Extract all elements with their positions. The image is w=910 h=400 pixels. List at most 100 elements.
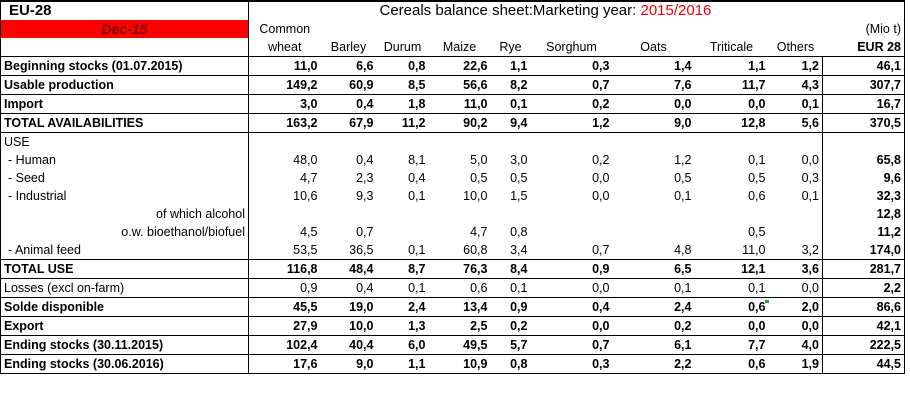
table-cell [249, 205, 321, 223]
table-cell [428, 132, 491, 151]
table-cell: 40,4 [320, 335, 377, 355]
row-label: of which alcohol [0, 205, 249, 223]
table-cell: 0,4 [320, 94, 377, 114]
table-cell: 0,2 [530, 94, 613, 114]
table-cell: 0,1 [694, 278, 769, 298]
table-cell: 0,3 [801, 171, 819, 185]
table-cell: 11,2 [822, 223, 905, 241]
table-cell: 0,2 [592, 153, 610, 167]
table-row: TOTAL USE 116,8 48,4 8,7 76,3 8,4 0,9 6,5 12,1 3,… [0, 259, 905, 279]
table-cell [613, 205, 695, 223]
table-cell: 60,8 [463, 243, 488, 257]
table-cell: 1,2 [674, 153, 692, 167]
table-cell: 0,1 [612, 278, 695, 298]
table-cell [768, 132, 823, 151]
title-text: Cereals balance sheet:Marketing year: [379, 2, 637, 19]
table-cell: 5,7 [490, 335, 531, 355]
table-row: Ending stocks (30.06.2016) 17,6 9,0 1,1 10,9… [0, 354, 905, 374]
table-row: o.w. bioethanol/biofuel 4,5 0,7 4,7 0,8 0,5 11… [0, 223, 905, 241]
table-cell: 9,4 [490, 113, 531, 133]
table-cell: 8,7 [376, 259, 429, 279]
table-row: Usable production 149,2 60,9 8,5 56,6 8,2 0,7 7… [0, 75, 905, 95]
table-row: - Human 48,0 0,4 8,1 5,0 3,0 0,2 1,2 0,1 0,0 65,8 [0, 151, 905, 169]
table-cell: 3,2 [801, 243, 819, 257]
table-cell: 9,0 [612, 113, 695, 133]
table-cell: 0,3 [530, 354, 613, 374]
table-cell: 11,2 [376, 113, 429, 133]
table-cell: 10,9 [428, 354, 491, 374]
table-cell: 0,0 [530, 316, 613, 336]
table-cell: 0,0 [801, 153, 819, 167]
table-cell: 6,6 [320, 56, 377, 76]
column-header-2: Durum [383, 40, 422, 54]
table-cell [320, 132, 377, 151]
table-cell: 0,0 [592, 189, 610, 203]
table-cell: 0,7 [356, 225, 374, 239]
table-row: of which alcohol 12,8 [0, 205, 905, 223]
row-label: Export [0, 316, 249, 336]
table-cell: 19,0 [320, 297, 377, 317]
table-cell: 67,9 [320, 113, 377, 133]
table-cell: 0,1 [801, 189, 819, 203]
table-cell: 0,1 [490, 94, 531, 114]
table-cell: 17,6 [248, 354, 321, 374]
table-cell: 44,5 [822, 354, 905, 374]
table-cell: 56,6 [428, 75, 491, 95]
table-cell: 0,5 [748, 171, 766, 185]
table-cell: 3,0 [510, 153, 528, 167]
table-cell: 1,5 [510, 189, 528, 203]
table-cell: 0,2 [490, 316, 531, 336]
table-cell: 0,4 [408, 171, 426, 185]
table-cell [530, 132, 613, 151]
table-cell: 1,4 [612, 56, 695, 76]
row-label: Usable production [0, 75, 249, 95]
table-cell: 0,0 [694, 94, 769, 114]
table-cell: 0,9 [530, 259, 613, 279]
table-cell: 1,8 [376, 94, 429, 114]
table-cell [490, 132, 531, 151]
table-row: Import 3,0 0,4 1,8 11,0 0,1 0,2 0,0 0,0 0,1 16,7 [0, 94, 905, 114]
table-row: TOTAL AVAILABILITIES 163,2 67,9 11,2 90,2 9,4… [0, 113, 905, 133]
table-cell: 8,4 [490, 259, 531, 279]
table-row: Losses (excl on-farm) 0,9 0,4 0,1 0,6 0,1 0,0 0… [0, 278, 905, 298]
table-cell: 12,8 [822, 205, 905, 223]
table-cell: 12,1 [694, 259, 769, 279]
table-cell: 36,5 [349, 243, 374, 257]
table-cell: 0,1 [768, 94, 823, 114]
table-cell [321, 205, 377, 223]
table-cell: 0,9 [248, 278, 321, 298]
row-label: - Human [0, 151, 249, 169]
table-cell [491, 205, 531, 223]
table-cell: 22,6 [428, 56, 491, 76]
table-cell: 0,5 [674, 171, 692, 185]
table-row: USE [0, 132, 905, 151]
table-cell: 1,3 [376, 316, 429, 336]
table-cell: 5,0 [470, 153, 488, 167]
table-cell: 10,0 [320, 316, 377, 336]
table-cell: 4,3 [768, 75, 823, 95]
header-row-1: Dec-15 Common (Mio t) [0, 20, 905, 38]
row-label: Losses (excl on-farm) [0, 278, 249, 298]
table-cell: 0,0 [694, 316, 769, 336]
table-cell: 3,6 [768, 259, 823, 279]
table-cell: 2,3 [356, 171, 374, 185]
table-cell: 0,0 [592, 171, 610, 185]
table-cell: 42,1 [822, 316, 905, 336]
table-cell: 1,1 [694, 56, 769, 76]
table-cell: 60,9 [320, 75, 377, 95]
row-label: TOTAL AVAILABILITIES [0, 113, 249, 133]
row-label: - Animal feed [0, 241, 249, 260]
table-cell: 11,0 [742, 243, 766, 257]
table-cell: 307,7 [822, 75, 905, 95]
table-cell: 11,0 [428, 94, 491, 114]
table-cell: 281,7 [822, 259, 905, 279]
table-row: - Seed 4,7 2,3 0,4 0,5 0,5 0,0 0,5 0,5 0,3 9,6 [0, 169, 905, 187]
table-cell: 1,2 [768, 56, 823, 76]
table-row: Beginning stocks (01.07.2015) 11,0 6,6 0,8 2… [0, 56, 905, 76]
table-cell: 86,6 [822, 297, 905, 317]
table-cell: 5,6 [768, 113, 823, 133]
table-cell: 0,1 [748, 153, 766, 167]
table-cell [531, 205, 613, 223]
table-cell: 32,3 [822, 187, 905, 205]
column-header-4: Rye [499, 40, 522, 54]
